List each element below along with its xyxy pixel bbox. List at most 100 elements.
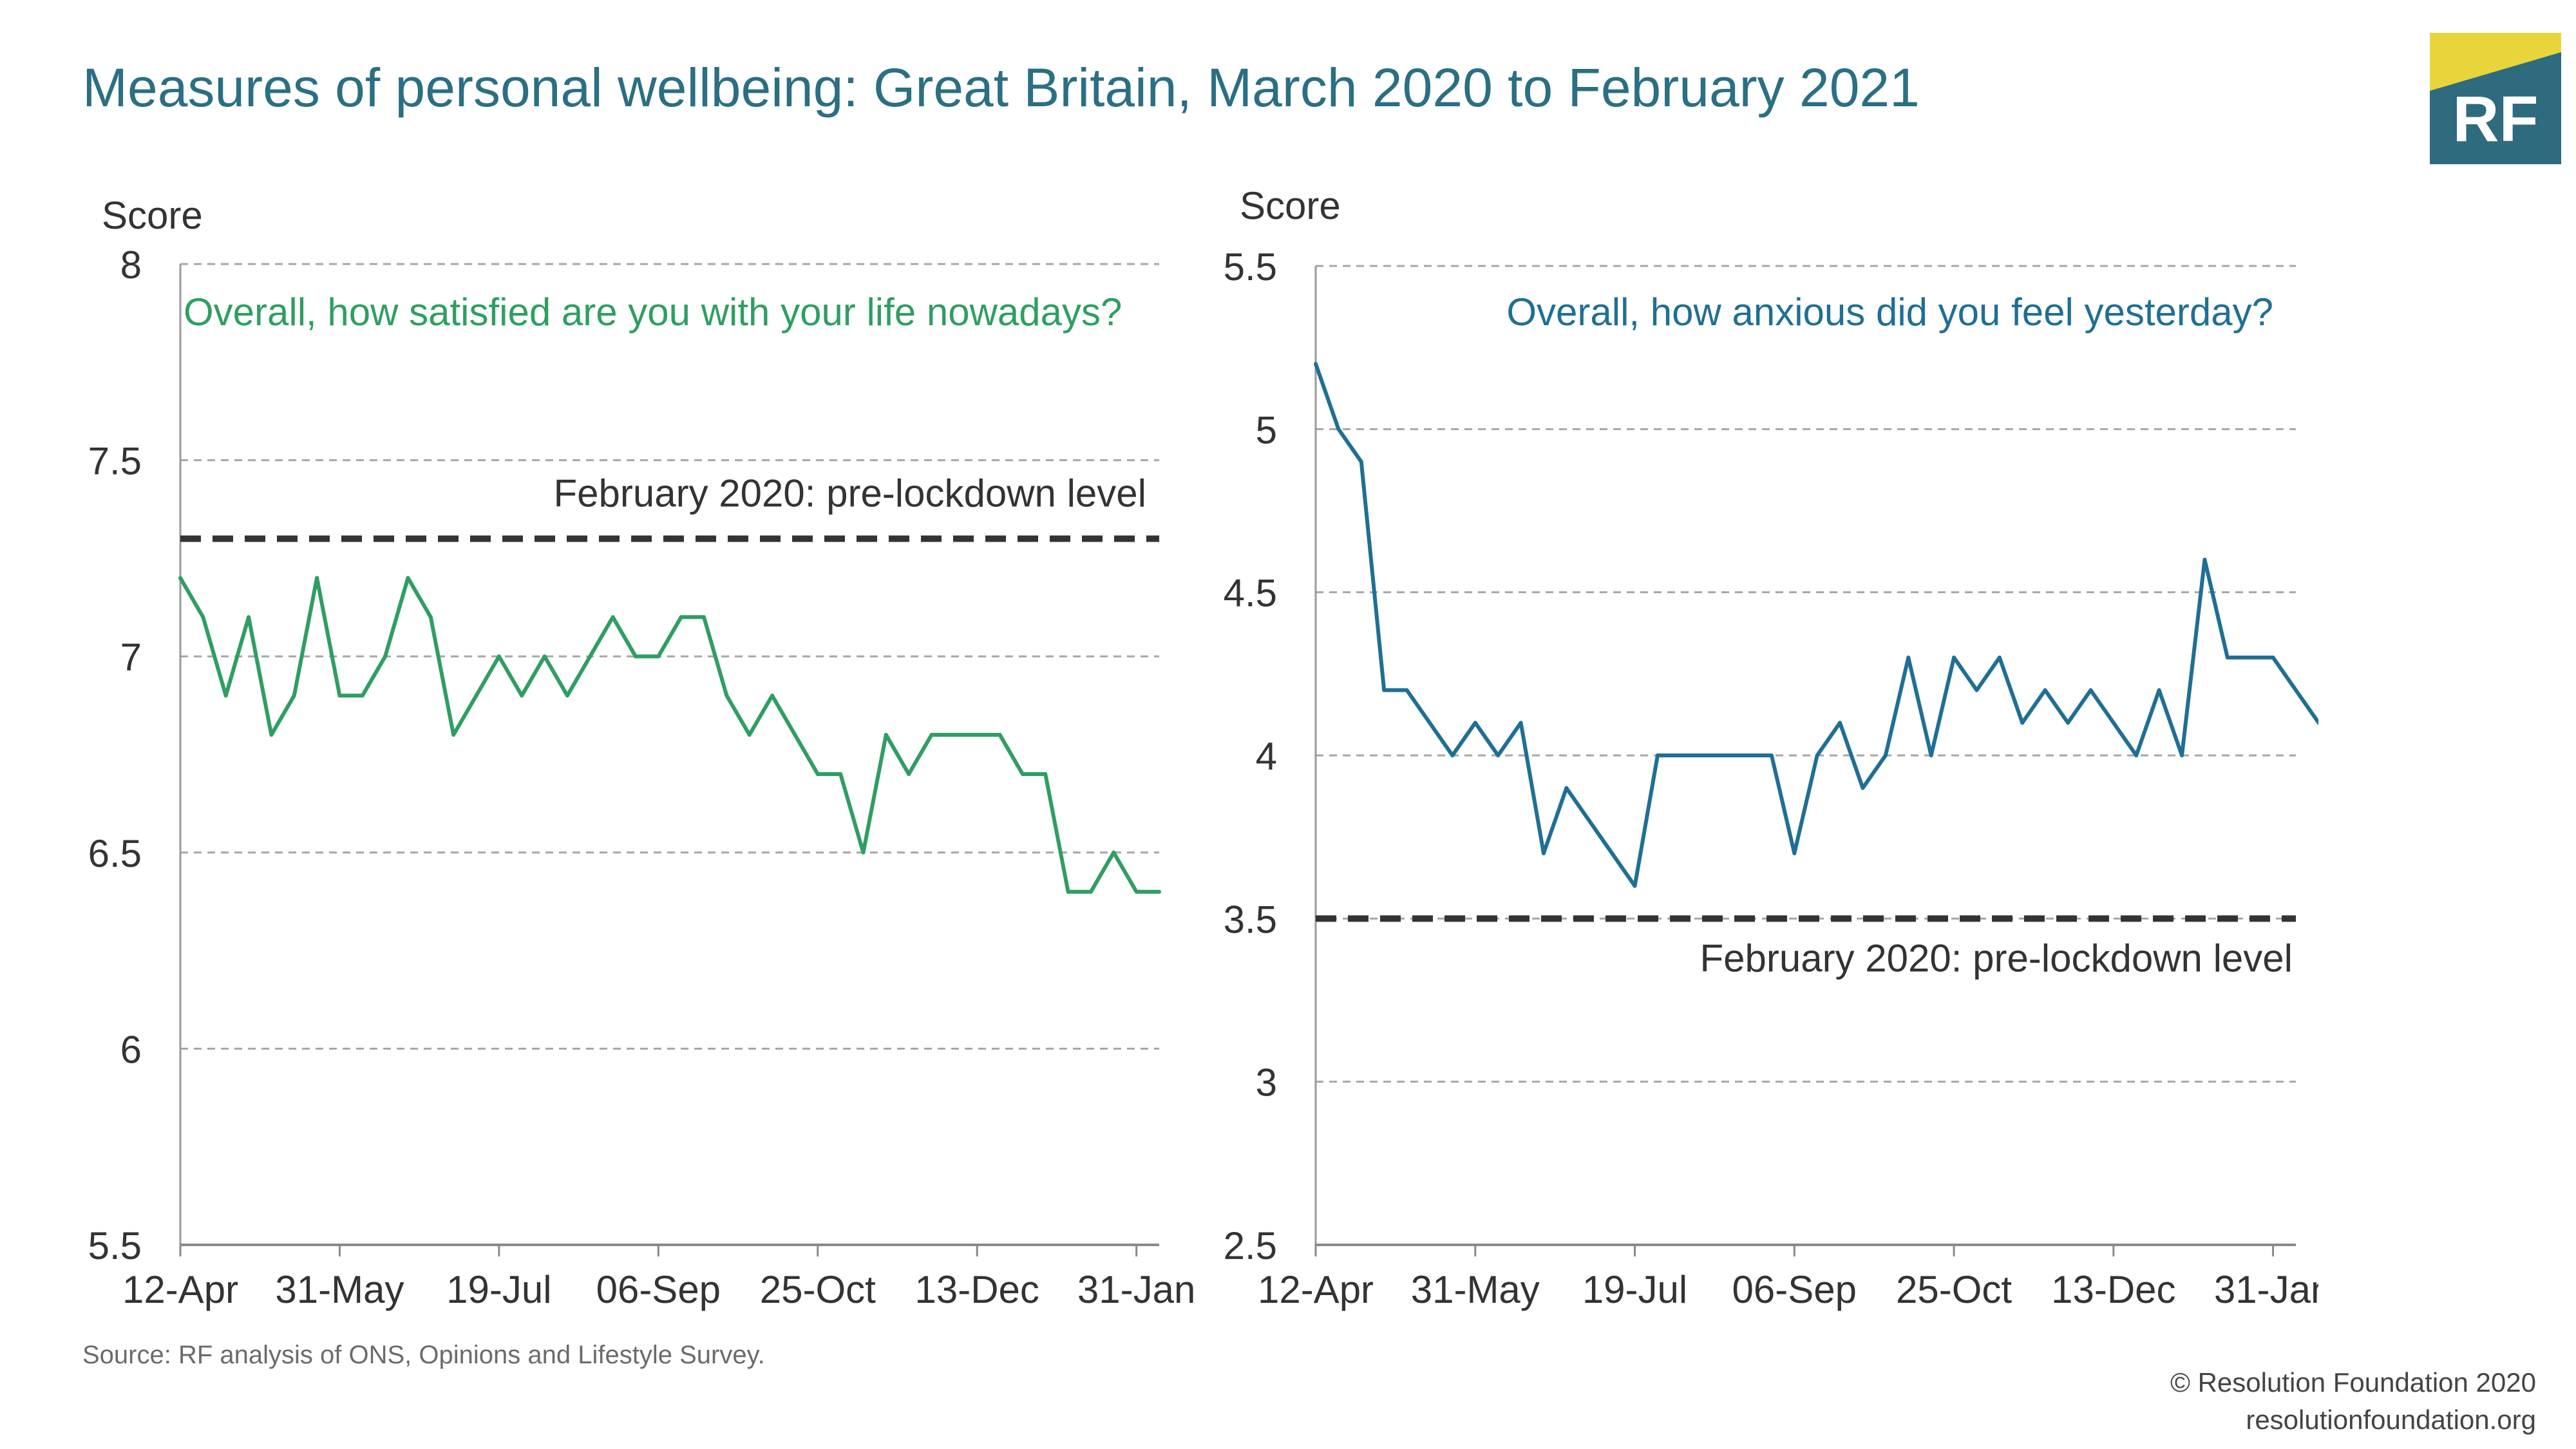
data-point xyxy=(998,733,1002,737)
website-link[interactable]: resolutionfoundation.org xyxy=(2246,1405,2536,1435)
data-point xyxy=(1088,889,1093,894)
anxiety-chart: 2.5 3 3.5 4 4.5 5 5.5 12-Apr 31-May 19-Jul 06-Sep 2… xyxy=(1224,184,2318,1311)
y-tick-label: 7.5 xyxy=(88,440,142,483)
data-point xyxy=(793,733,797,737)
panel-question-title: Overall, how anxious did you feel yester… xyxy=(1506,290,2273,334)
data-point xyxy=(383,654,388,659)
data-point xyxy=(1610,851,1615,855)
data-point xyxy=(1952,656,1956,659)
y-axis-label: Score xyxy=(1240,184,1341,227)
data-point xyxy=(1633,884,1637,888)
data-point xyxy=(2111,721,2116,725)
data-point xyxy=(1043,772,1048,776)
data-point xyxy=(1382,688,1387,692)
data-point xyxy=(1587,819,1591,823)
data-point xyxy=(1314,362,1318,366)
y-tick-label: 5.5 xyxy=(88,1224,142,1267)
data-point xyxy=(656,654,661,659)
logo-background xyxy=(2430,33,2561,164)
data-point xyxy=(497,654,501,659)
data-point xyxy=(1564,786,1569,790)
data-point xyxy=(1541,851,1546,855)
data-point xyxy=(1519,721,1523,725)
x-tick-label: 31-May xyxy=(1411,1268,1540,1311)
y-tick-label: 5.5 xyxy=(1224,245,1277,289)
data-point xyxy=(952,733,956,737)
x-tick-label: 12-Apr xyxy=(1258,1268,1374,1311)
data-point xyxy=(2248,656,2253,659)
data-point xyxy=(269,733,274,737)
data-point xyxy=(702,615,706,620)
data-point xyxy=(223,694,228,698)
data-point xyxy=(1405,688,1409,692)
data-point xyxy=(360,694,365,698)
data-point xyxy=(611,615,615,620)
data-point xyxy=(1336,427,1341,431)
data-point xyxy=(1997,656,2002,659)
series-line xyxy=(178,576,1159,894)
data-point xyxy=(1975,688,1979,692)
data-point xyxy=(747,733,752,737)
data-point xyxy=(2294,688,2298,692)
data-point xyxy=(929,733,934,737)
copyright: © Resolution Foundation 2020 resolutionf… xyxy=(2170,1364,2536,1439)
life-satisfaction-chart: 5.5 6 6.5 7 7.5 8 12-Apr 31-May 19-Jul 06-Sep 25-O… xyxy=(88,194,1196,1311)
x-tick-label: 19-Jul xyxy=(1582,1268,1687,1311)
data-point xyxy=(474,694,478,698)
x-tick-label: 19-Jul xyxy=(446,1268,551,1311)
data-point xyxy=(2202,558,2207,562)
x-tick-label: 31-Jan xyxy=(1077,1268,1195,1311)
y-tick-label: 3 xyxy=(1256,1061,1277,1104)
data-point xyxy=(838,772,843,776)
y-tick-label: 6 xyxy=(120,1028,142,1071)
data-point xyxy=(2088,688,2093,692)
data-point xyxy=(2020,721,2025,725)
data-point xyxy=(1112,850,1116,855)
x-tick-label: 31-May xyxy=(275,1268,404,1311)
data-point xyxy=(520,694,524,698)
data-point xyxy=(337,694,342,698)
data-point xyxy=(1157,889,1161,894)
data-point xyxy=(1473,721,1477,725)
data-point xyxy=(1747,753,1751,757)
panel-question-title: Overall, how satisfied are you with your… xyxy=(184,290,1122,334)
data-point xyxy=(1450,753,1455,757)
x-tick-label: 13-Dec xyxy=(2051,1268,2175,1311)
data-point xyxy=(679,615,683,620)
data-point xyxy=(1359,460,1363,464)
data-point xyxy=(178,576,182,580)
data-point xyxy=(315,576,319,580)
data-point xyxy=(815,772,820,776)
x-tick-label: 13-Dec xyxy=(914,1268,1039,1311)
data-point xyxy=(1906,656,1911,659)
chart-title: Measures of personal wellbeing: Great Br… xyxy=(82,57,1920,118)
data-point xyxy=(770,694,775,698)
data-point xyxy=(1655,753,1660,757)
data-point xyxy=(1838,721,1842,725)
data-point xyxy=(1792,851,1797,855)
data-point xyxy=(1883,753,1888,757)
x-tick-label: 25-Oct xyxy=(760,1268,876,1311)
source-note: Source: RF analysis of ONS, Opinions and… xyxy=(82,1341,765,1369)
data-point xyxy=(633,654,638,659)
data-point xyxy=(1769,753,1774,757)
reference-label: February 2020: pre-lockdown level xyxy=(554,471,1146,515)
data-point xyxy=(1678,753,1683,757)
x-tick-label: 31-Jan xyxy=(2214,1268,2318,1311)
x-tick-label: 06-Sep xyxy=(1732,1268,1857,1311)
data-point xyxy=(292,694,296,698)
y-tick-label: 4.5 xyxy=(1224,572,1277,615)
data-point xyxy=(406,576,410,580)
data-point xyxy=(1701,753,1705,757)
y-tick-label: 6.5 xyxy=(88,832,142,875)
y-tick-label: 5 xyxy=(1256,408,1277,451)
data-point xyxy=(2180,753,2184,757)
y-tick-label: 7 xyxy=(120,636,142,679)
x-tick-label: 12-Apr xyxy=(122,1268,238,1311)
data-point xyxy=(588,654,592,659)
data-point xyxy=(247,615,251,620)
logo-text: RF xyxy=(2452,83,2539,155)
data-point xyxy=(2134,753,2139,757)
data-point xyxy=(1066,889,1070,894)
y-tick-label: 4 xyxy=(1256,735,1277,778)
